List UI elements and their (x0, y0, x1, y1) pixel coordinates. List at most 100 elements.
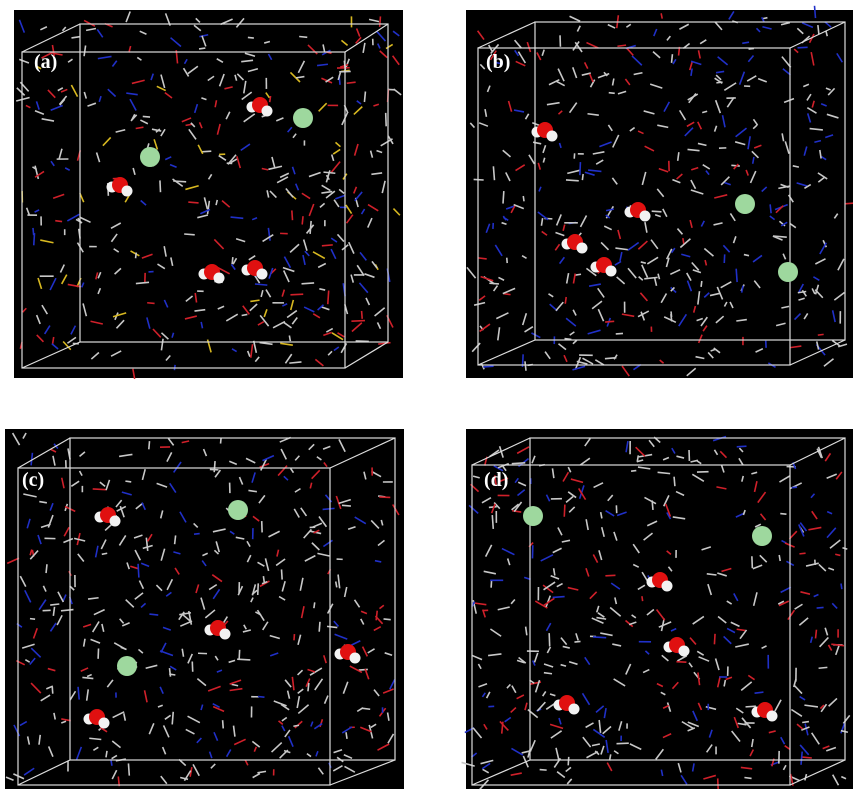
figure: (a) (b) (c) (d) (0, 0, 853, 789)
bond (478, 258, 487, 259)
bond (293, 725, 299, 726)
bond (184, 234, 195, 235)
panel-label: (a) (34, 51, 57, 73)
bond (149, 614, 158, 615)
bond (292, 210, 293, 220)
bond (631, 471, 636, 472)
bond (617, 45, 626, 46)
bond (540, 770, 547, 771)
bond (605, 321, 614, 322)
bond (819, 667, 828, 668)
bond (172, 712, 173, 725)
bond (582, 174, 583, 180)
water-hydrogen (640, 211, 651, 222)
bond (34, 233, 35, 245)
water-hydrogen (350, 653, 361, 664)
bond (302, 283, 315, 284)
bond (661, 13, 662, 18)
bond (328, 291, 329, 305)
bond (566, 180, 579, 181)
bond (282, 569, 283, 579)
bond (323, 172, 335, 173)
water-hydrogen (122, 186, 133, 197)
bond (817, 607, 824, 608)
water-hydrogen (547, 131, 558, 142)
bond (169, 668, 170, 677)
bond (351, 321, 365, 322)
bond (504, 294, 511, 295)
bond (544, 673, 552, 674)
bond (46, 564, 47, 573)
bond (474, 179, 484, 180)
bond (364, 91, 365, 102)
panel-label: (c) (22, 469, 44, 491)
bond (199, 48, 205, 49)
bond (525, 361, 526, 370)
bond (194, 534, 200, 535)
bond (380, 16, 381, 26)
bond (779, 555, 780, 561)
bond (93, 489, 107, 490)
bond (683, 238, 684, 244)
bond (742, 42, 749, 43)
bond (512, 463, 526, 464)
bond (323, 508, 335, 509)
ion (778, 262, 798, 282)
bond (780, 514, 786, 515)
bond (33, 228, 34, 235)
bond (802, 722, 809, 723)
bond (489, 507, 497, 508)
bond (716, 82, 722, 83)
bond (609, 93, 615, 94)
bond (214, 461, 215, 472)
bond (678, 152, 679, 161)
water-hydrogen (220, 629, 231, 640)
bond (169, 674, 175, 675)
bond (223, 720, 224, 728)
bond (737, 446, 747, 447)
bond (255, 284, 267, 285)
bond (248, 37, 254, 38)
bond (289, 336, 290, 342)
bond (149, 441, 150, 449)
bond (322, 245, 333, 246)
bond (744, 255, 749, 256)
bond (642, 596, 643, 601)
bond (347, 82, 356, 83)
bond (691, 69, 692, 76)
bond (242, 314, 248, 315)
water-hydrogen (662, 581, 673, 592)
bond (102, 553, 107, 554)
bond (346, 732, 347, 739)
bond (565, 339, 572, 340)
bond (492, 515, 493, 529)
bond (379, 497, 390, 498)
water-hydrogen (214, 273, 225, 284)
bond (815, 6, 816, 18)
bond (746, 706, 756, 707)
bond (593, 637, 606, 638)
bond (314, 602, 315, 608)
bond (232, 257, 233, 264)
bond (574, 641, 580, 642)
bond (319, 622, 320, 632)
bond (201, 151, 211, 152)
bond (802, 757, 812, 758)
bond (55, 221, 62, 222)
bond (565, 297, 566, 304)
bond (175, 535, 176, 544)
bond (362, 311, 363, 319)
bond (173, 181, 186, 182)
water-hydrogen (110, 516, 121, 527)
bond (147, 303, 154, 304)
bond (792, 487, 797, 488)
bond (136, 253, 137, 259)
ion (228, 500, 248, 520)
bond (736, 269, 737, 282)
bond (652, 211, 662, 212)
bond (755, 692, 764, 693)
bond (128, 763, 129, 775)
bond (342, 505, 351, 506)
water-hydrogen (606, 266, 617, 277)
bond (143, 116, 150, 117)
